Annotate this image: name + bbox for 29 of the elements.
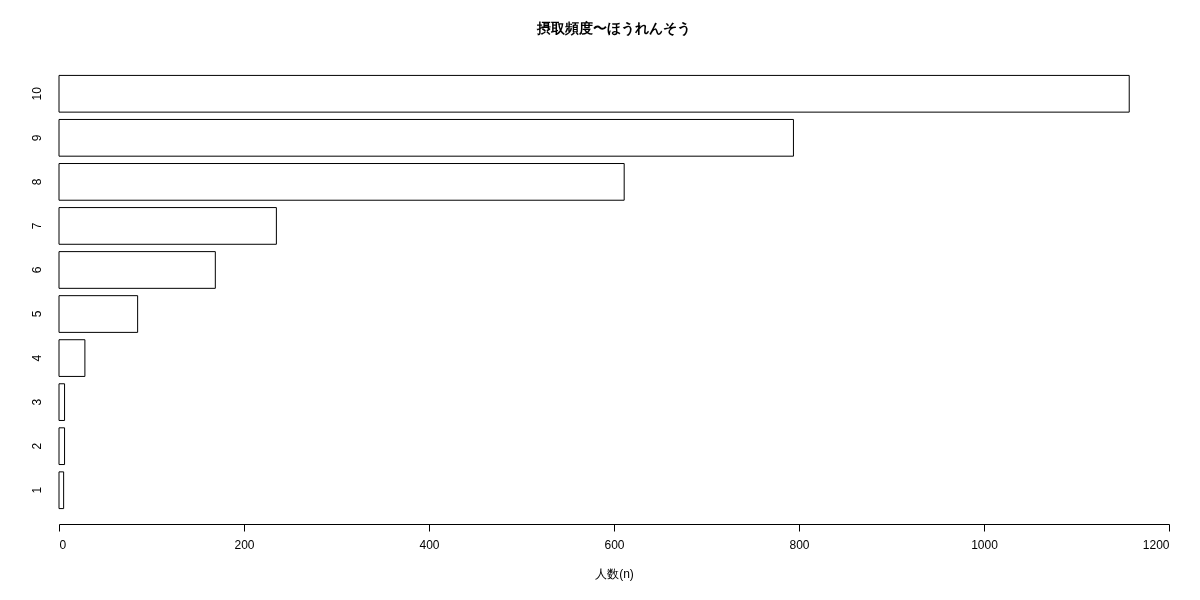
bar	[58, 251, 216, 289]
y-tick-label: 6	[29, 266, 44, 274]
x-axis-title: 人数(n)	[595, 566, 634, 581]
bar	[58, 207, 277, 245]
y-tick-label: 10	[29, 86, 44, 101]
y-tick-label: 5	[29, 310, 44, 318]
bar	[58, 383, 66, 421]
x-tick-label: 600	[604, 537, 625, 552]
bar	[58, 339, 86, 377]
bar	[58, 74, 1130, 113]
x-tick-label: 0	[59, 537, 67, 552]
bar	[58, 163, 625, 201]
y-tick-label: 9	[29, 134, 44, 142]
bar	[58, 295, 139, 333]
x-tick-label: 200	[234, 537, 255, 552]
y-tick-label: 3	[29, 398, 44, 406]
y-tick-label: 2	[29, 442, 44, 450]
bar	[58, 471, 65, 510]
bar	[58, 427, 66, 466]
y-tick-label: 4	[29, 354, 44, 362]
x-tick-label: 1000	[971, 537, 999, 552]
bar	[58, 118, 794, 157]
x-tick-label: 800	[789, 537, 810, 552]
x-tick-label: 400	[419, 537, 440, 552]
y-tick-label: 8	[29, 178, 44, 186]
y-tick-label: 1	[29, 486, 44, 494]
y-tick-label: 7	[29, 222, 44, 230]
x-tick-label: 1200	[1142, 537, 1170, 552]
chart-title: 摂取頻度〜ほうれんそう	[536, 20, 691, 37]
